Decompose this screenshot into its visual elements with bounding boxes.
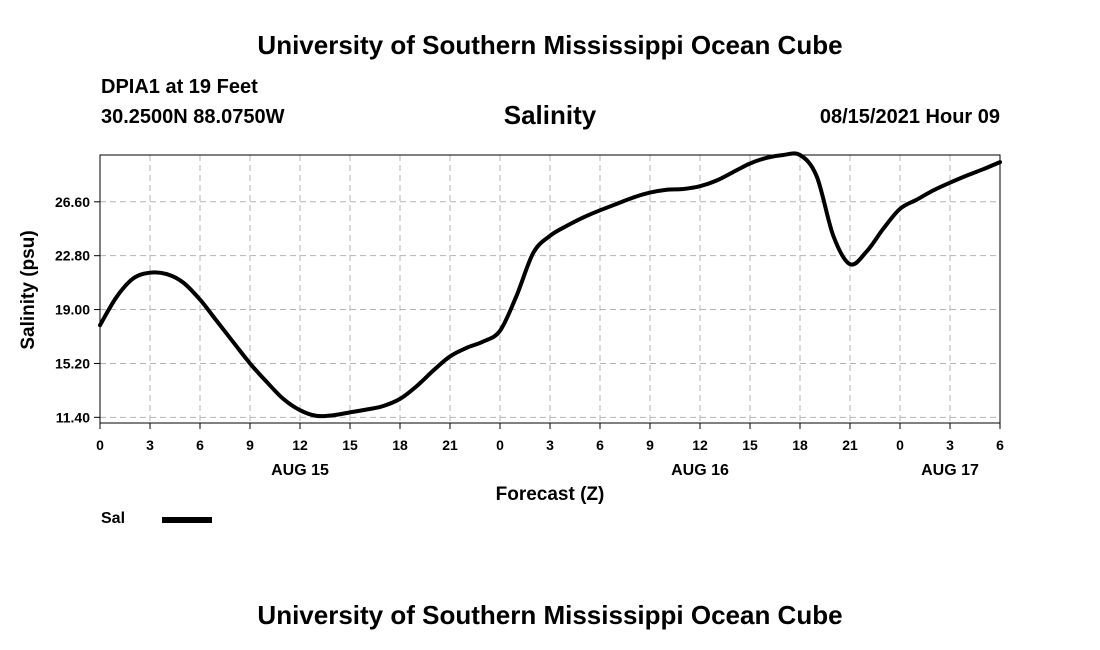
date-labels: AUG 15 AUG 16 AUG 17 [271, 462, 979, 479]
x-axis-ticks: 0 3 6 9 12 15 18 21 0 3 6 9 12 15 18 21 0 3 6 [96, 423, 1004, 453]
series-layer [98, 151, 1002, 419]
date-label: AUG 16 [671, 462, 729, 479]
x-tick-label: 6 [196, 437, 204, 453]
x-axis-title: Forecast (Z) [496, 484, 605, 505]
x-tick-label: 6 [596, 437, 604, 453]
x-tick-label: 0 [96, 437, 104, 453]
x-tick-label: 21 [842, 437, 858, 453]
y-tick-label: 26.60 [55, 194, 90, 210]
x-tick-label: 0 [896, 437, 904, 453]
valid-time-label: 08/15/2021 Hour 09 [819, 106, 1000, 128]
x-tick-label: 15 [342, 437, 358, 453]
station-label: DPIA1 at 19 Feet [101, 76, 258, 98]
x-tick-label: 3 [946, 437, 954, 453]
y-axis-title: Salinity (psu) [18, 230, 39, 349]
y-tick-label: 11.40 [56, 409, 90, 425]
coordinates-label: 30.2500N 88.0750W [101, 106, 285, 128]
x-tick-label: 12 [292, 437, 308, 453]
chart-main-title: University of Southern Mississippi Ocean… [257, 30, 843, 60]
x-tick-label: 12 [692, 437, 708, 453]
x-tick-label: 3 [546, 437, 554, 453]
x-tick-label: 3 [146, 437, 154, 453]
x-tick-label: 9 [646, 437, 654, 453]
x-tick-label: 9 [246, 437, 254, 453]
y-tick-label: 22.80 [55, 248, 90, 264]
grid-lines [100, 155, 1000, 423]
x-tick-label: 6 [996, 437, 1004, 453]
x-tick-label: 18 [392, 437, 408, 453]
date-label: AUG 17 [921, 462, 979, 479]
series-line-sal [98, 151, 1002, 419]
x-tick-label: 0 [496, 437, 504, 453]
y-tick-label: 19.00 [55, 302, 90, 318]
variable-title: Salinity [503, 100, 597, 130]
legend-line-swatch [162, 517, 212, 523]
legend-label: Sal [101, 510, 126, 527]
x-tick-label: 15 [742, 437, 758, 453]
y-tick-label: 15.20 [55, 355, 90, 371]
x-tick-label: 18 [792, 437, 808, 453]
date-label: AUG 15 [271, 462, 329, 479]
footer-title: University of Southern Mississippi Ocean… [257, 600, 843, 630]
y-axis-ticks: 11.40 15.20 19.00 22.80 26.60 [55, 194, 100, 425]
x-tick-label: 21 [442, 437, 458, 453]
